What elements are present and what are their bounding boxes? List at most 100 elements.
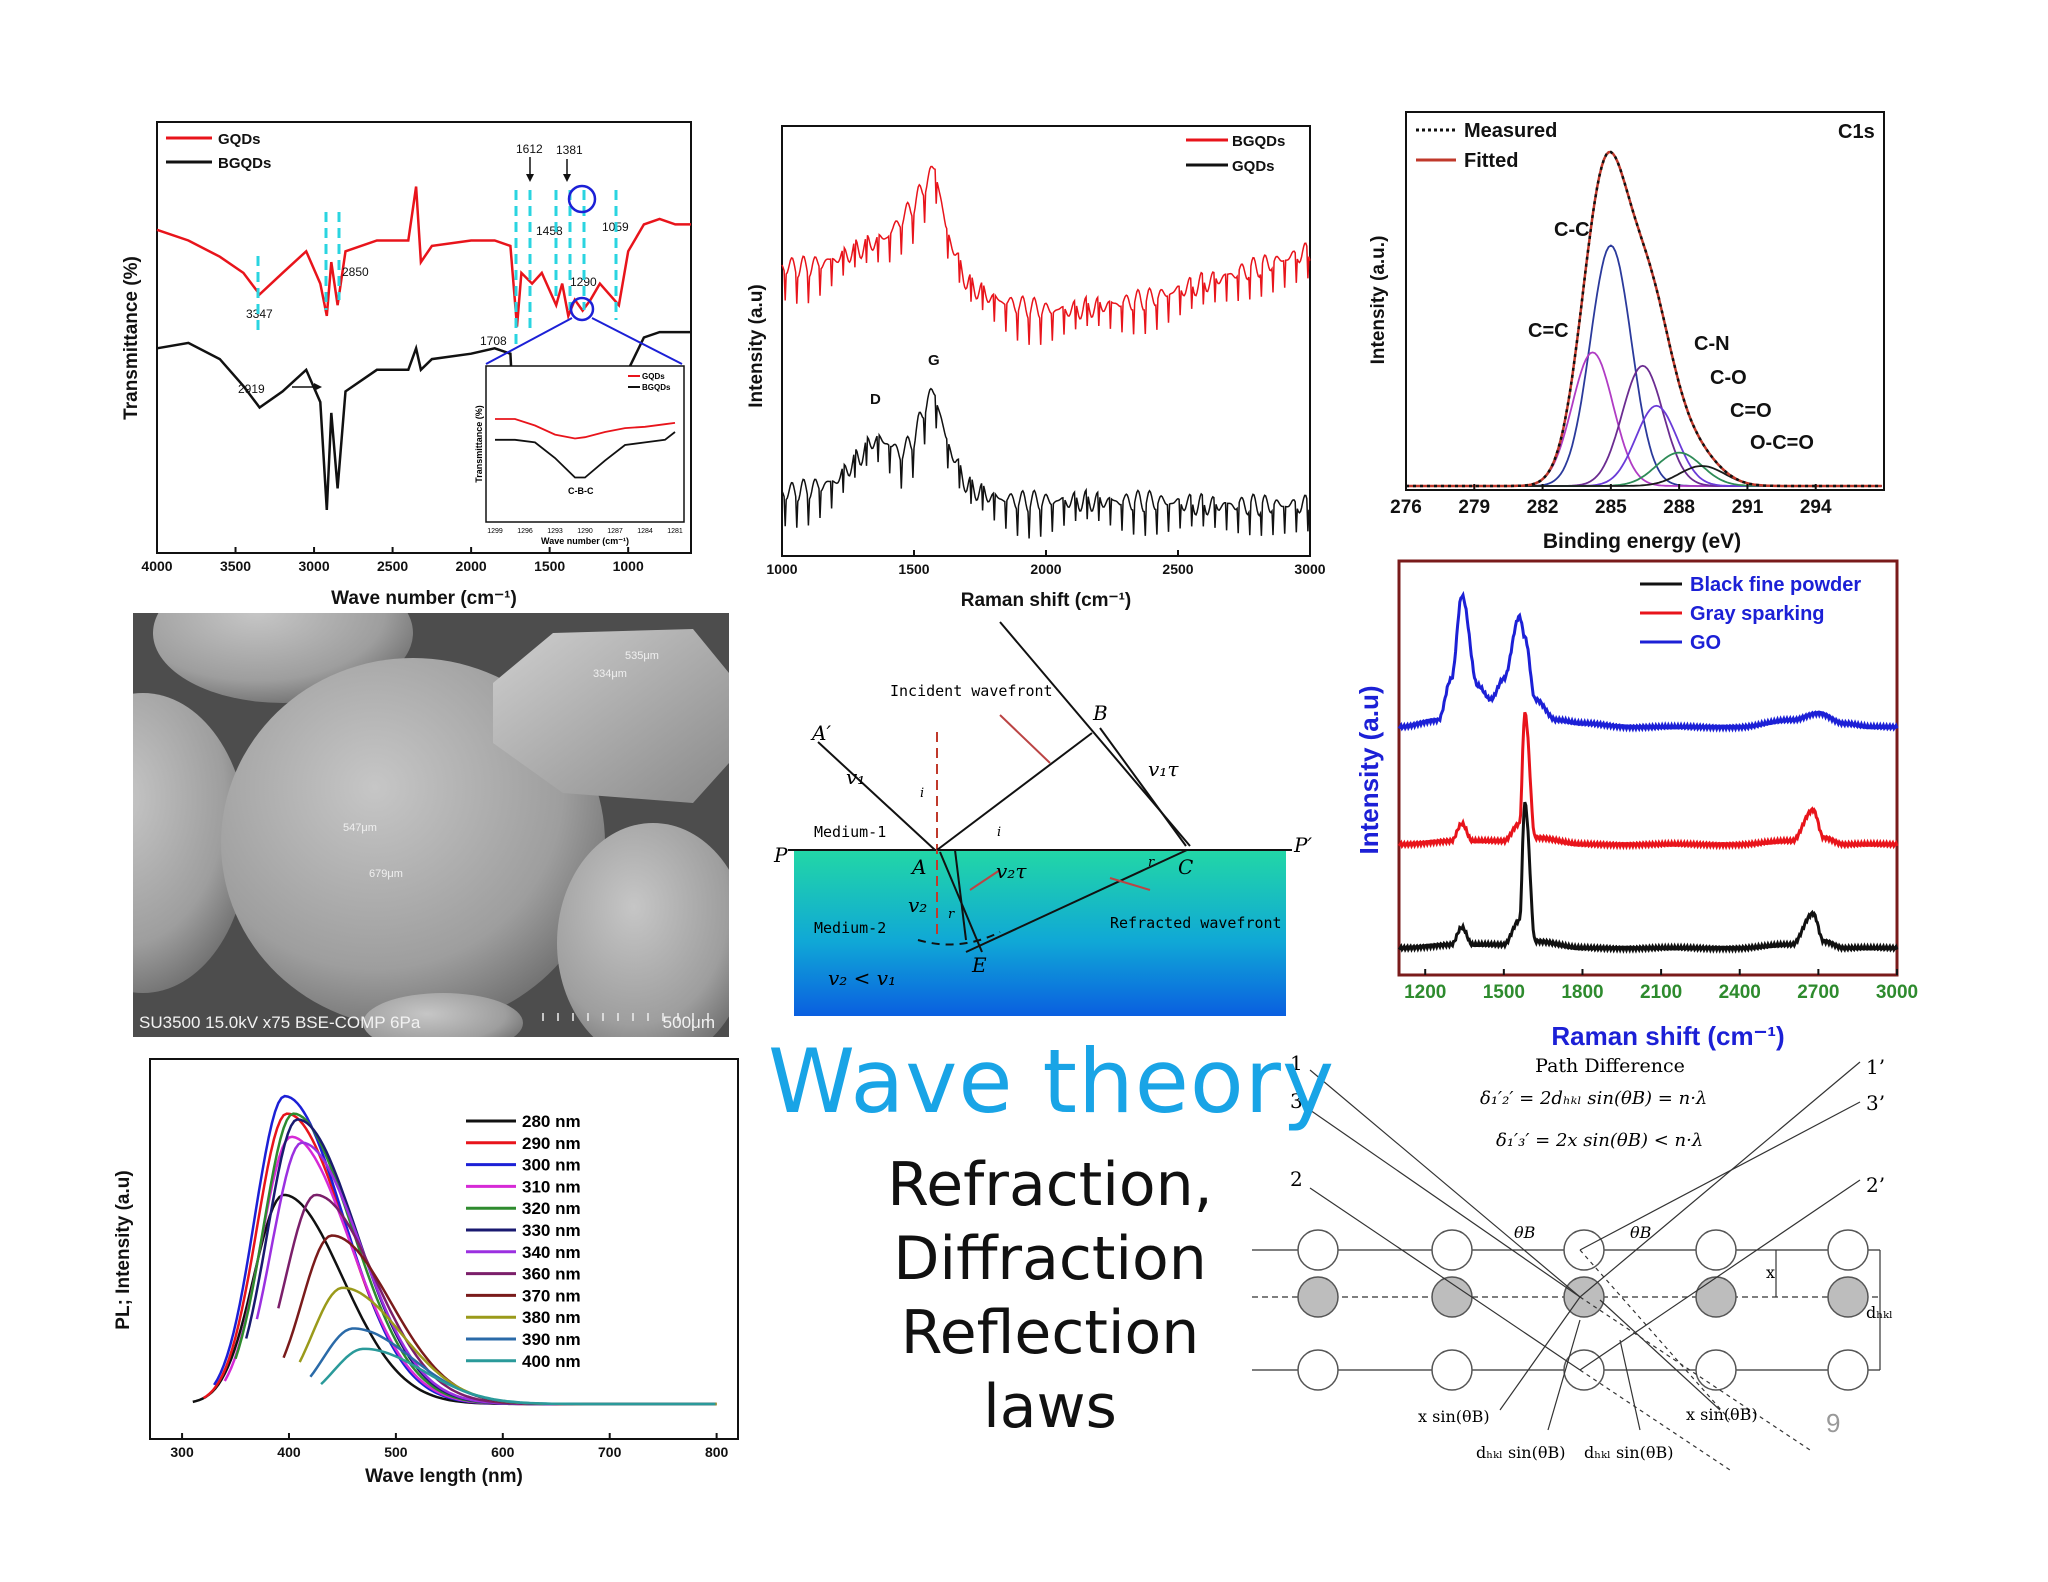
ftir-inset-legend-gqds: GQDs (642, 372, 665, 381)
pl-legend-label: 280 nm (522, 1112, 581, 1131)
raman-powder-ylabel: Intensity (a.u) (1354, 685, 1384, 854)
raman-powder-legend-black: Black fine powder (1690, 574, 1861, 596)
bragg-atom (1431, 1229, 1473, 1271)
secondary-wavelet-arc (917, 931, 1001, 946)
xps-title: C1s (1838, 121, 1875, 143)
raman-powder-x-tick-label: 3000 (1876, 982, 1918, 1003)
medium-2-label: Medium-2 (814, 919, 886, 937)
ftir-peak-1290: 1290 (570, 275, 597, 289)
label-p: P (773, 843, 788, 867)
raman-powder-x-tick-label: 1200 (1404, 982, 1446, 1003)
ftir-inset-tick-label: 1284 (637, 528, 653, 535)
raman-gqd-series-bgqds (781, 165, 1311, 345)
label-b: B (1092, 701, 1108, 725)
bragg-atom (1695, 1276, 1737, 1318)
pl-x-tick-label: 800 (705, 1444, 729, 1460)
bragg-ray-3: 3 (1290, 1089, 1303, 1113)
xps-x-tick-label: 294 (1800, 497, 1832, 518)
pl-legend-label: 370 nm (522, 1286, 581, 1305)
pl-x-tick-label: 600 (491, 1444, 515, 1460)
bragg-eq1: δ₁′₂′ = 2dₕₖₗ sin(θB) = n·λ (1480, 1088, 1707, 1109)
ftir-inset-xlabel: Wave number (cm⁻¹) (541, 536, 629, 546)
bragg-bottom-dsin-right: dₕₖₗ sin(θB) (1584, 1443, 1673, 1462)
ftir-inset-tick-label: 1281 (667, 528, 683, 535)
raman-gqd-ylabel: Intensity (a.u) (746, 284, 767, 408)
raman-powder-series-gray-sparking (1397, 711, 1899, 851)
subtitle-line-laws: laws (983, 1372, 1117, 1442)
slide-title: Wave theory (768, 1030, 1336, 1133)
refracted-wavefront-label: Refracted wavefront (1110, 914, 1282, 932)
raman-gqd-peak-g: G (928, 352, 940, 369)
pl-x-tick-label: 500 (384, 1444, 408, 1460)
bragg-atom (1431, 1349, 1473, 1391)
sem-particle-bottom (363, 993, 523, 1037)
bragg-ray-3-out: 3’ (1866, 1091, 1885, 1115)
incident-wavefront-pointer (999, 714, 1051, 764)
xps-xlabel: Binding energy (eV) (1543, 530, 1741, 553)
ftir-peak-1612: 1612 (516, 142, 543, 156)
raman-powder-series-black-fine-powder (1397, 801, 1899, 954)
sem-measure-535: 535μm (625, 650, 659, 662)
ftir-x-tick-label: 1000 (613, 558, 644, 574)
raman-gqd-x-tick-label: 2500 (1162, 561, 1193, 577)
raman-gqd-x-tick-label: 3000 (1294, 561, 1325, 577)
ftir-x-tick-label: 4000 (141, 558, 172, 574)
ftir-inset-tick-label: 1287 (607, 528, 623, 535)
bragg-bottom-xsin-left: x sin(θB) (1418, 1407, 1490, 1426)
pl-legend-label: 390 nm (522, 1330, 581, 1349)
bragg-title: Path Difference (1535, 1055, 1685, 1077)
bragg-ray-1: 1 (1290, 1051, 1303, 1075)
bragg-atom (1827, 1349, 1869, 1391)
pl-plot-frame (149, 1058, 739, 1440)
xps-x-tick-label: 279 (1458, 497, 1490, 518)
bragg-dhkl-label: dₕₖₗ (1866, 1303, 1893, 1322)
xps-x-tick-label: 291 (1732, 497, 1764, 518)
ftir-x-tick-label: 3500 (220, 558, 251, 574)
xps-ylabel: Intensity (a.u.) (1368, 236, 1389, 365)
raman-gqd-legend-bgqds: BGQDs (1232, 133, 1285, 150)
bragg-atom (1297, 1349, 1339, 1391)
bragg-atom (1827, 1229, 1869, 1271)
bragg-rays (1309, 1061, 1881, 1471)
raman-powder-xlabel: Raman shift (cm⁻¹) (1551, 1021, 1784, 1051)
subtitle-line-refraction: Refraction, (887, 1150, 1213, 1220)
medium-2-region (794, 850, 1286, 1016)
bragg-ray-2-out: 2’ (1866, 1173, 1885, 1197)
label-i-2: i (997, 825, 1001, 840)
refracted-wavefront-line (965, 849, 1188, 953)
ftir-peak-guides (256, 190, 618, 350)
raman-gqd-x-tick-label: 1500 (898, 561, 929, 577)
raman-powder-series-go (1397, 590, 1899, 733)
raman-powder-x-tick-label: 1500 (1483, 982, 1525, 1003)
ftir-zoom-line-right (591, 317, 683, 365)
xps-peak-co: C-O (1710, 367, 1747, 389)
ftir-inset-tick-label: 1296 (517, 528, 533, 535)
pl-legend-label: 380 nm (522, 1308, 581, 1327)
raman-powder-chart: 1200 1500 1800 2100 2400 2700 3000 Black fine … (1354, 559, 1918, 1051)
ftir-inset-annotation: C-B-C (568, 486, 594, 496)
ftir-arrowhead-2919 (314, 383, 322, 391)
label-v1: v₁ (846, 765, 865, 789)
sem-scale-label: 500μm (662, 1013, 715, 1032)
pl-legend-label: 330 nm (522, 1221, 581, 1240)
label-a-prime: A′ (810, 721, 831, 745)
ftir-inset-series-gqds (495, 418, 676, 440)
label-condition: v₂ < v₁ (828, 966, 896, 990)
pl-ylabel: PL; Intensity (a.u) (113, 1170, 134, 1329)
pl-legend-label: 400 nm (522, 1352, 581, 1371)
ftir-inset-tick-label: 1290 (577, 528, 593, 535)
pl-x-tick-label: 700 (598, 1444, 622, 1460)
label-v1tau: v₁τ (1148, 757, 1179, 781)
raman-powder-x-tick-label: 1800 (1561, 982, 1603, 1003)
raman-gqd-legend-gqds: GQDs (1232, 158, 1275, 175)
ftir-x-tick-label: 2500 (377, 558, 408, 574)
label-c: C (1178, 855, 1193, 879)
ftir-inset-ylabel: Transmittance (%) (474, 405, 484, 483)
bragg-atom (1695, 1349, 1737, 1391)
ftir-peak-1381: 1381 (556, 143, 583, 157)
xps-c1s-chart: 276 279 282 285 288 291 294 Measured Fitted C1… (1368, 111, 1885, 553)
ftir-highlight-circle-top (567, 184, 597, 214)
incident-wavefront-line (936, 732, 1093, 851)
xps-x-tick-label: 276 (1390, 497, 1422, 518)
